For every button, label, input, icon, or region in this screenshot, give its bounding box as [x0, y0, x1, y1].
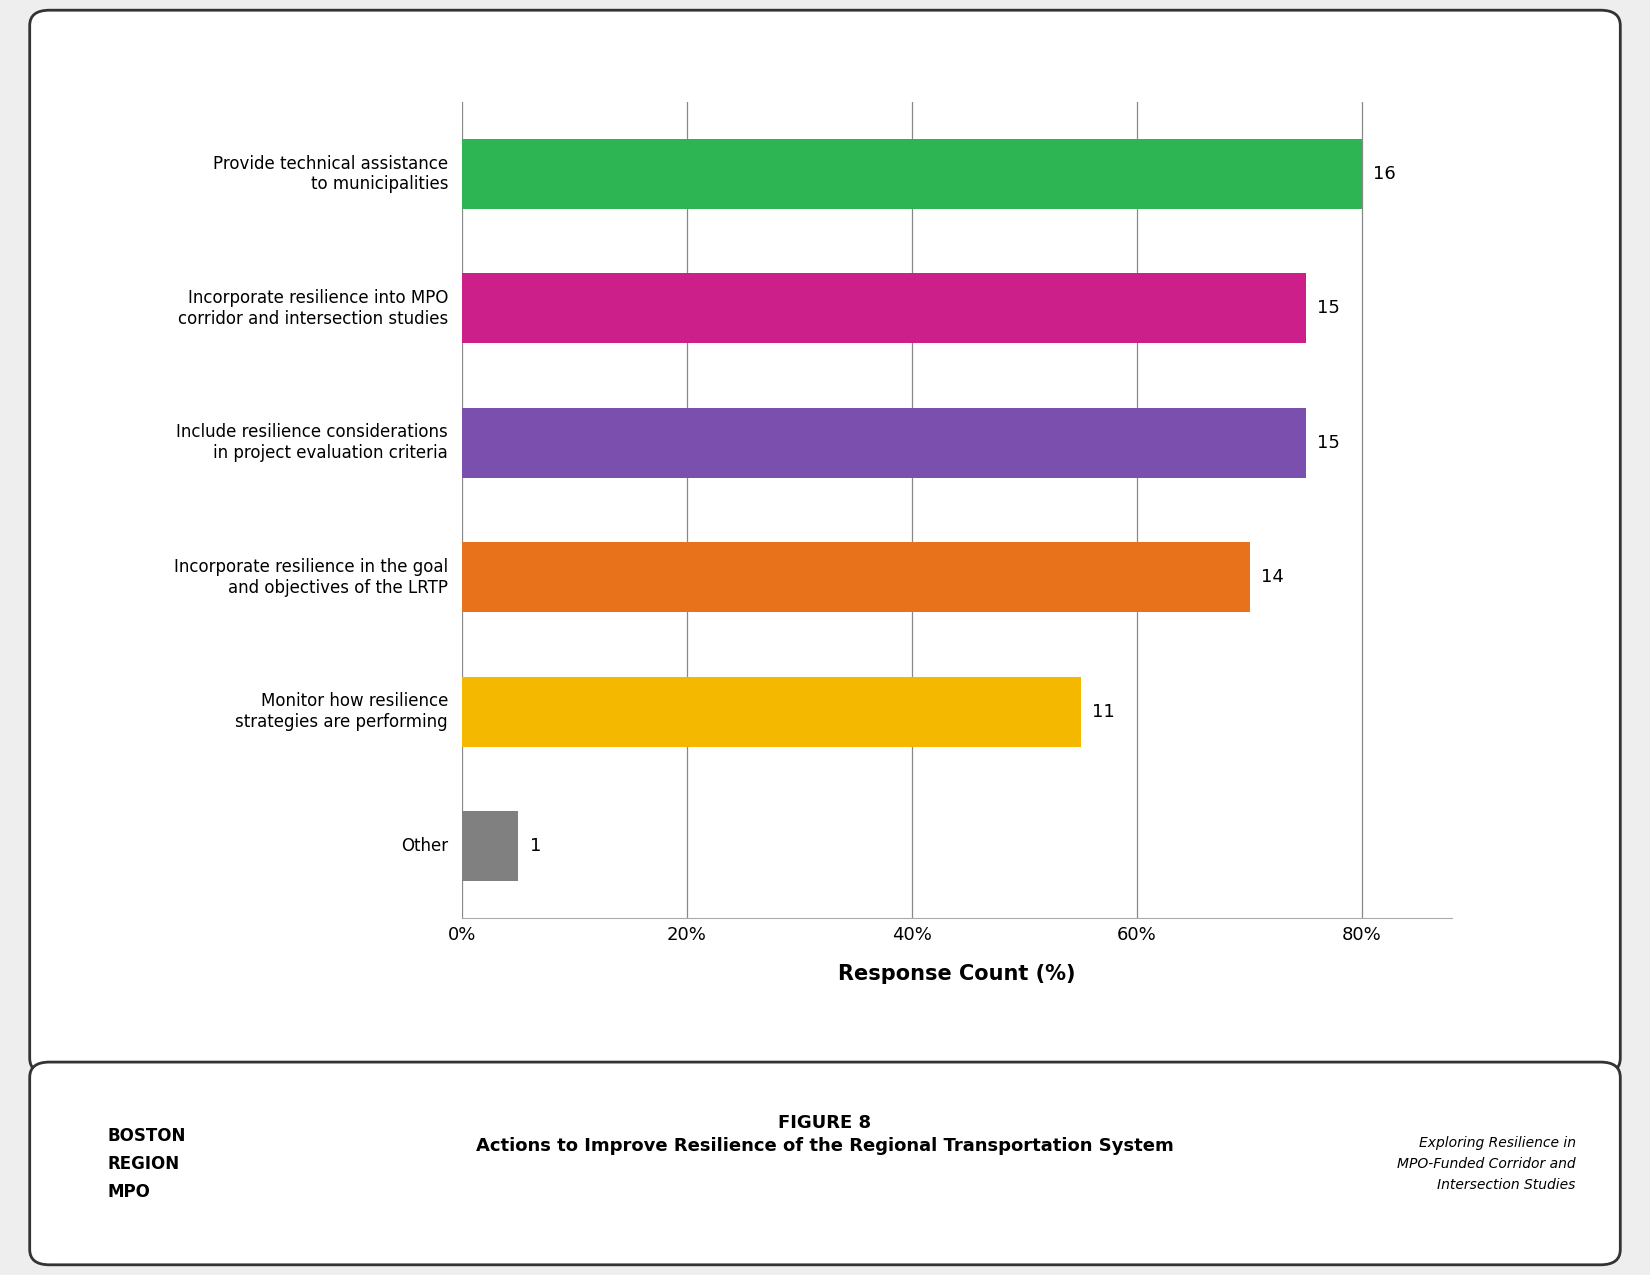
- Text: Actions to Improve Resilience of the Regional Transportation System: Actions to Improve Resilience of the Reg…: [477, 1137, 1173, 1155]
- Bar: [462, 139, 1361, 209]
- Text: 15: 15: [1317, 434, 1340, 451]
- Text: 16: 16: [1373, 164, 1396, 184]
- Text: BOSTON
REGION
MPO: BOSTON REGION MPO: [107, 1127, 185, 1201]
- Bar: [462, 273, 1305, 343]
- X-axis label: Response Count (%): Response Count (%): [838, 964, 1076, 984]
- Bar: [462, 408, 1305, 478]
- Bar: [462, 542, 1249, 612]
- Bar: [462, 811, 518, 881]
- Text: 15: 15: [1317, 300, 1340, 317]
- Text: 1: 1: [530, 836, 541, 856]
- Text: FIGURE 8: FIGURE 8: [779, 1114, 871, 1132]
- Text: 14: 14: [1261, 569, 1284, 586]
- Text: 11: 11: [1092, 703, 1115, 720]
- Bar: [462, 677, 1081, 747]
- Text: Exploring Resilience in
MPO-Funded Corridor and
Intersection Studies: Exploring Resilience in MPO-Funded Corri…: [1398, 1136, 1576, 1192]
